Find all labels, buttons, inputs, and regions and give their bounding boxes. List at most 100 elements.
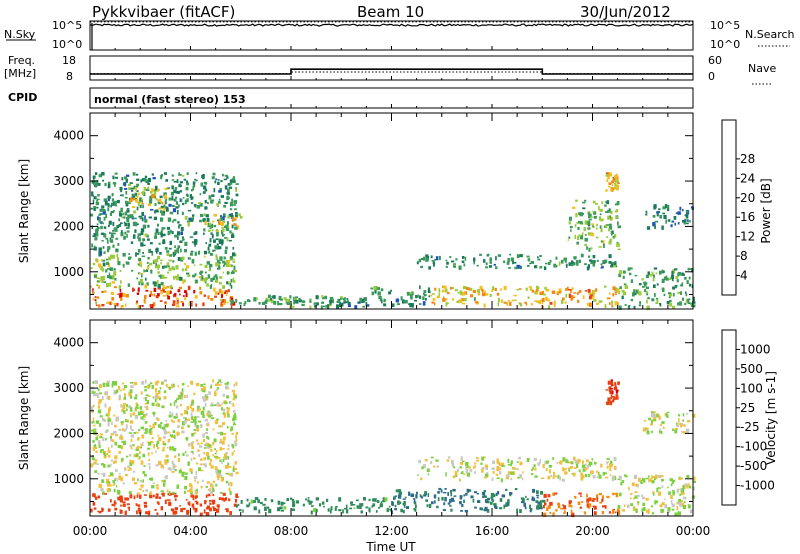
power-cell: [669, 302, 673, 307]
power-cell: [592, 200, 596, 204]
power-cell: [125, 191, 128, 195]
velocity-cell: [180, 413, 183, 416]
velocity-cell: [202, 414, 205, 418]
velocity-cell: [372, 503, 376, 507]
power-cell: [181, 175, 185, 177]
power-cell: [138, 237, 141, 242]
velocity-cell: [315, 508, 318, 513]
power-cell: [112, 210, 115, 213]
power-cell: [418, 258, 422, 263]
velocity-cell: [200, 442, 203, 445]
velocity-cell: [156, 494, 159, 499]
power-cell: [209, 238, 212, 243]
power-cell: [535, 291, 538, 295]
power-cell: [163, 291, 167, 293]
power-cell: [212, 172, 216, 176]
velocity-cell: [142, 479, 144, 483]
velocity-cell: [226, 407, 231, 410]
velocity-cell: [642, 427, 646, 432]
power-cell: [235, 193, 239, 197]
power-cell: [572, 296, 576, 299]
velocity-cell: [645, 477, 649, 480]
power-cell: [607, 172, 610, 177]
power-cell: [209, 263, 213, 268]
power-cell: [132, 195, 136, 200]
velocity-cell: [199, 512, 203, 516]
velocity-cell: [234, 442, 238, 447]
power-cell: [92, 175, 96, 179]
power-cell: [676, 279, 679, 283]
velocity-cell: [107, 508, 111, 512]
velocity-frame: [721, 329, 737, 506]
velocity-cell: [211, 485, 214, 490]
velocity-cell: [552, 512, 555, 517]
power-cell: [100, 222, 104, 225]
power-ytick-label: 3000: [53, 174, 84, 188]
power-cell: [169, 211, 174, 215]
velocity-cell: [600, 463, 603, 468]
power-cell: [178, 225, 180, 229]
power-cell: [516, 264, 520, 269]
velocity-cell: [459, 501, 462, 505]
power-cell: [185, 265, 190, 269]
velocity-cell: [99, 433, 104, 436]
velocity-cell: [232, 467, 235, 472]
velocity-cell: [140, 484, 144, 488]
power-cell: [118, 285, 122, 289]
power-cell: [615, 185, 619, 189]
power-cell: [139, 261, 142, 265]
velocity-cell: [102, 491, 105, 495]
power-cell: [513, 294, 517, 297]
velocity-cell: [93, 444, 97, 449]
velocity-cell: [544, 502, 547, 506]
power-cell: [570, 260, 574, 264]
power-cell: [136, 300, 138, 304]
velocity-cell: [155, 484, 159, 487]
power-cell: [611, 300, 613, 305]
power-cell: [102, 209, 106, 212]
velocity-cell: [120, 423, 124, 426]
power-cell: [235, 211, 238, 215]
velocity-cell: [205, 494, 208, 498]
power-cell: [98, 286, 100, 289]
velocity-cell: [590, 497, 594, 501]
power-cell: [140, 230, 144, 235]
velocity-cell: [492, 470, 495, 474]
power-cell: [190, 303, 193, 307]
velocity-cell: [404, 496, 407, 499]
velocity-cell: [682, 491, 685, 496]
velocity-cell: [138, 451, 141, 455]
velocity-cell: [380, 501, 383, 505]
velocity-cell: [604, 476, 609, 479]
power-cell: [178, 183, 181, 188]
power-cell: [320, 305, 323, 310]
velocity-cell: [107, 481, 111, 486]
velocity-cell: [131, 477, 135, 481]
velocity-cell: [661, 502, 665, 506]
power-cell: [584, 220, 588, 225]
power-cell: [200, 278, 204, 282]
power-cell: [112, 244, 115, 248]
velocity-cell: [218, 425, 222, 428]
power-cell: [113, 302, 116, 306]
power-cell: [685, 214, 689, 218]
power-cell: [166, 187, 170, 190]
power-cell: [647, 296, 650, 300]
power-cell: [103, 290, 107, 293]
power-cell: [217, 219, 221, 222]
power-cell: [677, 211, 681, 215]
velocity-cell: [413, 501, 417, 505]
power-cell: [178, 174, 182, 176]
power-cell: [140, 281, 144, 286]
velocity-cell: [554, 475, 557, 478]
power-cell: [507, 300, 511, 302]
power-cell: [422, 296, 425, 301]
velocity-cell: [359, 506, 362, 510]
velocity-cell: [485, 499, 488, 503]
velocity-cell: [101, 479, 105, 483]
power-cell: [174, 292, 177, 296]
velocity-cell: [613, 492, 618, 495]
velocity-cell: [144, 421, 148, 424]
velocity-cell: [596, 494, 599, 499]
power-cell: [659, 214, 662, 219]
